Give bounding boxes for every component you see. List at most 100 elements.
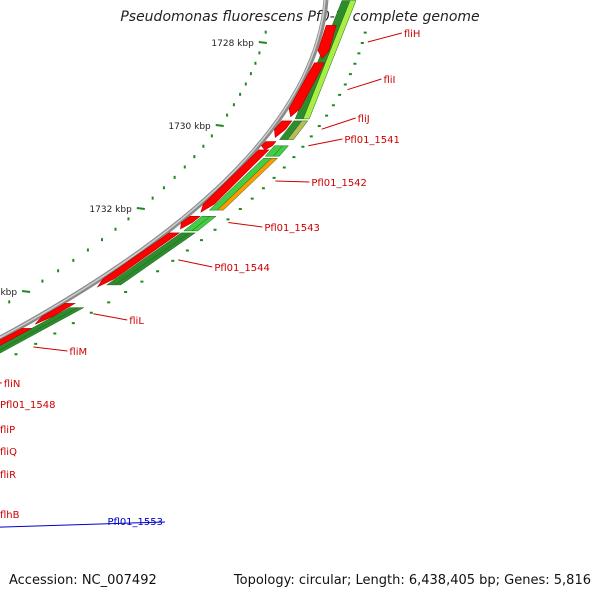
label-leader-line <box>367 32 402 43</box>
ruler-minor-tick <box>8 300 11 304</box>
genome-backbone <box>0 0 329 341</box>
ruler-minor-tick <box>239 92 242 96</box>
ruler-major-tick <box>136 207 145 210</box>
ruler-minor-tick <box>210 134 213 138</box>
outer-track-tick <box>124 291 128 293</box>
outer-track-tick <box>171 259 175 262</box>
ruler-major-tick <box>258 41 267 44</box>
gene-arrow <box>200 149 270 213</box>
outer-track-tick <box>250 197 254 200</box>
outer-track-tick <box>360 42 364 44</box>
label-leader-line <box>321 117 356 130</box>
gene-arrow <box>317 25 337 60</box>
label-leader-line <box>275 180 310 183</box>
ruler-minor-tick <box>202 144 205 148</box>
label-leader-line <box>308 138 343 147</box>
outer-track-tick <box>317 125 321 127</box>
ruler-minor-tick <box>173 175 176 179</box>
outer-track-tick <box>226 218 230 221</box>
ruler-minor-tick <box>226 113 229 117</box>
outer-track-tick <box>261 187 265 190</box>
outer-track-tick <box>282 166 286 169</box>
ruler-major-tick <box>215 124 224 127</box>
outer-track-tick <box>34 342 38 345</box>
label-leader-line <box>347 78 382 91</box>
outer-track-tick <box>156 270 160 273</box>
gene-label: fliR <box>0 470 16 481</box>
ruler-minor-tick <box>264 30 267 34</box>
ruler-minor-tick <box>151 196 154 200</box>
ruler-minor-tick <box>101 238 104 242</box>
ruler-minor-tick <box>193 155 196 159</box>
outer-track-tick <box>292 156 296 159</box>
ruler-minor-tick <box>249 72 252 76</box>
gene-label: Pfl01_1543 <box>264 223 320 234</box>
feature-track <box>0 0 367 356</box>
backbone-line <box>0 0 329 341</box>
label-leader-line <box>93 313 128 321</box>
label-leader-line <box>33 346 68 352</box>
ruler-minor-tick <box>258 51 261 55</box>
outer-track-tick <box>331 104 335 107</box>
outer-track-tick <box>107 301 111 304</box>
ruler-major-tick <box>21 290 31 293</box>
outer-track-tick <box>53 332 57 335</box>
feature-block <box>106 232 190 286</box>
outer-track-tick <box>14 353 18 356</box>
ruler-minor-tick <box>244 82 247 86</box>
gene-label: Pfl01_1548 <box>0 400 56 411</box>
outer-track-tick <box>272 176 276 179</box>
gene-label: Pfl01_1542 <box>311 178 367 189</box>
gene-label: fliL <box>129 316 144 327</box>
ruler-minor-tick <box>183 165 186 169</box>
gene-arrow <box>288 62 325 118</box>
outer-track-tick <box>185 249 189 252</box>
ruler-minor-tick <box>254 61 257 65</box>
gene-arrow <box>34 303 76 325</box>
gene-track <box>0 25 337 346</box>
backbone-highlight <box>0 0 326 339</box>
feature-block <box>272 145 289 157</box>
ruler-tick-label: 1730 kbp <box>168 122 211 132</box>
outer-track-tick <box>357 52 361 55</box>
label-leader-line <box>178 259 213 268</box>
gene-label: fliQ <box>0 447 17 458</box>
label-leader-line <box>0 382 2 384</box>
ruler-minor-tick <box>41 279 44 283</box>
outer-track-tick <box>140 280 144 283</box>
ruler-tick-label: 1734 kbp <box>0 288 17 298</box>
gene-labels: fliH fliI fliJ Pfl01_1541 Pfl01_1542 Pfl01_15… <box>0 29 420 528</box>
outer-track-tick <box>71 322 75 325</box>
gene-arrow <box>96 232 181 288</box>
gene-arrow <box>260 141 277 151</box>
gene-arrow <box>0 328 32 346</box>
outer-track-tick <box>89 311 93 314</box>
label-leader-line <box>228 222 263 228</box>
gene-arrow <box>180 216 201 230</box>
ruler-minor-tick <box>57 269 60 273</box>
feature-block <box>0 307 84 354</box>
feature-block <box>114 232 196 286</box>
feature-block <box>302 0 357 120</box>
map-title: Pseudomonas fluorescens Pf0-1, complete … <box>120 9 480 25</box>
outer-track-tick <box>238 208 242 210</box>
ruler-minor-tick <box>162 186 165 190</box>
ruler-minor-tick <box>232 103 235 107</box>
gene-label: Pfl01_1541 <box>344 135 400 146</box>
outer-track-tick <box>301 145 305 148</box>
ruler-tick-label: 1728 kbp <box>211 39 254 49</box>
accession-label: Accession: NC_007492 <box>9 573 157 588</box>
outer-track-tick <box>325 114 329 117</box>
ruler-tick-label: 1732 kbp <box>89 205 132 215</box>
ruler-minor-tick <box>86 248 89 252</box>
outer-track-tick <box>309 135 313 138</box>
ruler-minor-tick <box>114 227 117 231</box>
gene-label: fliI <box>383 75 395 86</box>
label-leader-line <box>0 521 166 528</box>
genome-summary: Topology: circular; Length: 6,438,405 bp… <box>233 573 591 588</box>
feature-block <box>191 216 217 232</box>
gene-label: fliJ <box>358 114 370 125</box>
gene-label: Pfl01_1553 <box>107 517 163 528</box>
